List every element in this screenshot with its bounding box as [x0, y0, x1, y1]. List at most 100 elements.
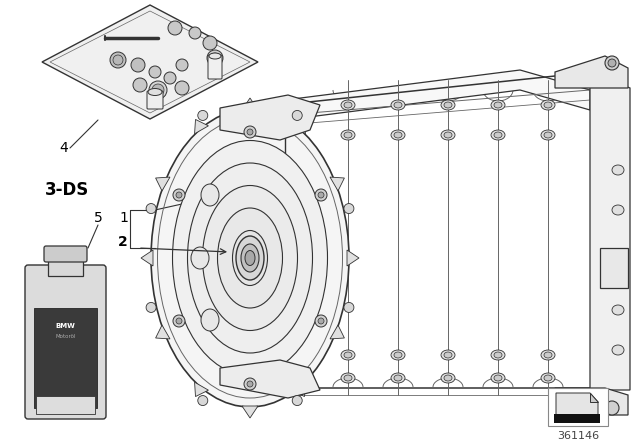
- Ellipse shape: [612, 165, 624, 175]
- Ellipse shape: [444, 102, 452, 108]
- Ellipse shape: [344, 132, 352, 138]
- Ellipse shape: [236, 236, 264, 280]
- Polygon shape: [156, 325, 170, 339]
- Ellipse shape: [491, 130, 505, 140]
- Ellipse shape: [148, 89, 162, 95]
- Ellipse shape: [245, 250, 255, 266]
- Ellipse shape: [394, 352, 402, 358]
- FancyBboxPatch shape: [34, 308, 97, 408]
- Ellipse shape: [494, 352, 502, 358]
- Ellipse shape: [391, 373, 405, 383]
- FancyBboxPatch shape: [208, 55, 222, 79]
- Ellipse shape: [201, 184, 219, 206]
- Polygon shape: [292, 382, 305, 396]
- Ellipse shape: [612, 305, 624, 315]
- Ellipse shape: [202, 185, 298, 331]
- Circle shape: [605, 401, 619, 415]
- Circle shape: [605, 56, 619, 70]
- Circle shape: [244, 378, 256, 390]
- Ellipse shape: [191, 247, 209, 269]
- Ellipse shape: [201, 309, 219, 331]
- Ellipse shape: [544, 102, 552, 108]
- Polygon shape: [330, 325, 344, 339]
- Circle shape: [292, 396, 302, 405]
- Polygon shape: [330, 177, 344, 191]
- FancyBboxPatch shape: [36, 396, 95, 414]
- Circle shape: [315, 315, 327, 327]
- Text: Motoröl: Motoröl: [55, 333, 76, 339]
- Circle shape: [198, 111, 208, 121]
- Circle shape: [133, 78, 147, 92]
- Polygon shape: [42, 5, 258, 119]
- Ellipse shape: [394, 102, 402, 108]
- Ellipse shape: [541, 130, 555, 140]
- Ellipse shape: [612, 205, 624, 215]
- Circle shape: [173, 315, 185, 327]
- FancyBboxPatch shape: [27, 266, 104, 418]
- Text: 3-DS: 3-DS: [45, 181, 89, 199]
- Ellipse shape: [441, 130, 455, 140]
- Ellipse shape: [391, 100, 405, 110]
- Circle shape: [152, 84, 164, 96]
- Ellipse shape: [494, 375, 502, 381]
- FancyBboxPatch shape: [31, 268, 100, 416]
- Ellipse shape: [241, 244, 259, 272]
- Polygon shape: [590, 72, 630, 390]
- FancyBboxPatch shape: [48, 252, 83, 276]
- Circle shape: [164, 72, 176, 84]
- Text: 5: 5: [93, 211, 102, 225]
- Circle shape: [110, 52, 126, 68]
- Ellipse shape: [344, 375, 352, 381]
- Text: 4: 4: [60, 141, 68, 155]
- Ellipse shape: [341, 373, 355, 383]
- Polygon shape: [195, 120, 209, 134]
- Ellipse shape: [444, 375, 452, 381]
- Polygon shape: [555, 56, 628, 88]
- Circle shape: [315, 189, 327, 201]
- Polygon shape: [220, 360, 320, 398]
- Ellipse shape: [544, 375, 552, 381]
- Ellipse shape: [151, 109, 349, 407]
- Text: BMW: BMW: [56, 323, 76, 329]
- Circle shape: [207, 50, 223, 66]
- Ellipse shape: [491, 373, 505, 383]
- Circle shape: [344, 302, 354, 312]
- Ellipse shape: [494, 102, 502, 108]
- Ellipse shape: [491, 100, 505, 110]
- Ellipse shape: [344, 102, 352, 108]
- Polygon shape: [590, 393, 598, 402]
- Circle shape: [146, 203, 156, 214]
- Ellipse shape: [341, 350, 355, 360]
- Ellipse shape: [544, 352, 552, 358]
- FancyBboxPatch shape: [44, 246, 87, 262]
- Text: 1: 1: [119, 211, 128, 225]
- Circle shape: [149, 66, 161, 78]
- Text: 361146: 361146: [557, 431, 599, 441]
- Ellipse shape: [441, 100, 455, 110]
- Circle shape: [247, 381, 253, 387]
- Circle shape: [318, 192, 324, 198]
- Ellipse shape: [209, 53, 221, 59]
- Circle shape: [176, 59, 188, 71]
- Polygon shape: [285, 70, 590, 120]
- Circle shape: [146, 302, 156, 312]
- Polygon shape: [556, 393, 598, 420]
- Ellipse shape: [341, 130, 355, 140]
- Ellipse shape: [344, 352, 352, 358]
- Ellipse shape: [232, 231, 268, 285]
- FancyBboxPatch shape: [25, 265, 106, 419]
- Polygon shape: [347, 250, 359, 266]
- Ellipse shape: [394, 375, 402, 381]
- Ellipse shape: [441, 373, 455, 383]
- Polygon shape: [220, 95, 320, 140]
- Polygon shape: [195, 382, 209, 396]
- Ellipse shape: [491, 350, 505, 360]
- Circle shape: [113, 55, 123, 65]
- Ellipse shape: [541, 373, 555, 383]
- Polygon shape: [242, 98, 258, 110]
- FancyBboxPatch shape: [29, 267, 102, 417]
- Ellipse shape: [444, 352, 452, 358]
- Ellipse shape: [541, 100, 555, 110]
- Circle shape: [247, 129, 253, 135]
- Circle shape: [318, 318, 324, 324]
